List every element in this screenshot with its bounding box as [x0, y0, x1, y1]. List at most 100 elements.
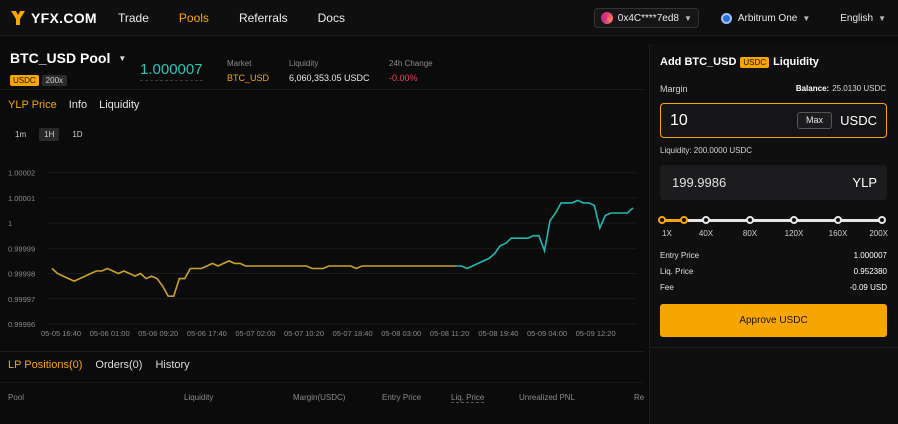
timeframe-1m[interactable]: 1m: [15, 130, 27, 139]
tab-orders[interactable]: Orders(0): [95, 359, 143, 371]
wallet-button[interactable]: 0x4C****7ed8 ▼: [593, 8, 699, 28]
y-tick-label: 1: [8, 219, 12, 228]
leverage-label: 120X: [784, 229, 804, 238]
tab-ylp-price[interactable]: YLP Price: [8, 99, 57, 111]
chevron-down-icon: ▼: [118, 53, 127, 63]
x-tick-label: 05-06 17:40: [187, 329, 227, 338]
margin-unit: USDC: [840, 113, 877, 128]
fee-value: -0.09 USD: [849, 283, 887, 292]
margin-input-box: Max USDC: [660, 103, 887, 138]
title-prefix: Add BTC_USD: [660, 56, 737, 68]
x-tick-label: 05-09 12:20: [576, 329, 616, 338]
wallet-address: 0x4C****7ed8: [617, 12, 679, 24]
language-name: English: [840, 12, 874, 24]
leverage-labels: 1X 40X 80X 120X 160X 200X: [660, 229, 888, 239]
stat-market: Market BTC_USD: [227, 59, 269, 83]
nav-referrals[interactable]: Referrals: [238, 10, 288, 25]
col-unrealized-pnl: Unrealized PNL: [519, 393, 576, 402]
x-tick-label: 05-06 09:20: [138, 329, 178, 338]
tab-history[interactable]: History: [155, 359, 190, 371]
leverage-slider-fill: [662, 219, 684, 222]
pool-header: BTC_USD Pool ▼ USDC 200x 1.000007 Market…: [0, 44, 644, 90]
x-tick-label: 05-08 19:40: [478, 329, 518, 338]
stat-change-label: 24h Change: [389, 59, 433, 68]
timeframe-1h[interactable]: 1H: [39, 128, 60, 141]
title-token-badge: USDC: [740, 56, 770, 68]
nav-pools[interactable]: Pools: [178, 10, 209, 25]
col-pool: Pool: [8, 393, 25, 402]
tab-lp-positions[interactable]: LP Positions(0): [8, 359, 83, 371]
leverage-slider[interactable]: [658, 216, 886, 224]
col-truncated: Re: [634, 393, 645, 402]
leverage-stop[interactable]: [834, 216, 842, 224]
yfx-logo-icon: [10, 10, 26, 26]
x-tick-label: 05-05 16:40: [41, 329, 81, 338]
network-selector[interactable]: Arbitrum One ▼: [720, 12, 811, 24]
nav-trade[interactable]: Trade: [118, 10, 149, 25]
add-liquidity-title: Add BTC_USD USDC Liquidity: [660, 56, 819, 68]
balance-label: Balance:: [795, 84, 830, 93]
stat-change-value: -0.00%: [389, 73, 418, 83]
y-tick-label: 1.00001: [8, 194, 35, 203]
x-tick-label: 05-07 10:20: [284, 329, 324, 338]
balance: Balance: 25.0130 USDC: [796, 84, 886, 93]
stat-liquidity: Liquidity 6,060,353.05 USDC: [289, 59, 370, 83]
tab-info[interactable]: Info: [68, 99, 88, 111]
fee-row: Fee -0.09 USD: [660, 283, 887, 292]
approve-button[interactable]: Approve USDC: [660, 304, 887, 337]
entry-price-value: 1.000007: [853, 251, 887, 260]
nav-docs[interactable]: Docs: [317, 10, 345, 25]
col-margin: Margin(USDC): [293, 393, 346, 402]
leverage-stop[interactable]: [658, 216, 666, 224]
leverage-label: 160X: [828, 229, 848, 238]
positions-tabs: LP Positions(0) Orders(0) History: [8, 359, 203, 371]
token-badge: USDC: [10, 75, 39, 86]
x-tick-label: 05-09 04:00: [527, 329, 567, 338]
wallet-avatar-icon: [600, 12, 613, 24]
nav-links: Trade Pools Referrals Docs: [118, 11, 375, 25]
timeframe-1d[interactable]: 1D: [72, 130, 83, 139]
chart-tabs: YLP Price Info Liquidity: [0, 94, 644, 116]
col-entry-price: Entry Price: [382, 393, 422, 402]
leverage-stop[interactable]: [702, 216, 710, 224]
y-tick-label: 0.99996: [8, 320, 35, 329]
leverage-stop[interactable]: [790, 216, 798, 224]
tab-liquidity[interactable]: Liquidity: [99, 99, 140, 111]
col-liquidity: Liquidity: [184, 393, 214, 402]
leverage-handle[interactable]: [680, 216, 688, 224]
pool-selector[interactable]: BTC_USD Pool ▼: [10, 50, 126, 66]
logo[interactable]: YFX.COM: [10, 10, 110, 26]
arbitrum-icon: [720, 12, 732, 24]
entry-price-row: Entry Price 1.000007: [660, 251, 887, 260]
positions-panel: LP Positions(0) Orders(0) History Pool L…: [0, 351, 644, 424]
top-navbar: YFX.COM Trade Pools Referrals Docs 0x4C*…: [0, 0, 898, 36]
price-line-up: [455, 199, 634, 270]
x-tick-label: 05-06 01:00: [90, 329, 130, 338]
ylp-unit: YLP: [852, 175, 877, 190]
ylp-value: 199.9986: [672, 175, 727, 190]
logo-text: YFX.COM: [31, 9, 97, 26]
ylp-price-chart: 1.00002 1.00001 1 0.99999 0.99998 0.99997 0.99…: [8, 169, 636, 338]
liq-price-row: Liq. Price 0.952380: [660, 267, 887, 276]
leverage-stop[interactable]: [746, 216, 754, 224]
pool-price: 1.000007: [140, 61, 203, 81]
leverage-label: 80X: [742, 229, 758, 238]
col-liq-price[interactable]: Liq. Price: [451, 393, 485, 403]
chevron-down-icon: ▼: [802, 13, 811, 23]
stat-liquidity-label: Liquidity: [289, 59, 319, 68]
max-button[interactable]: Max: [797, 112, 832, 129]
y-tick-label: 0.99997: [8, 295, 35, 304]
leverage-label: 1X: [662, 229, 672, 238]
entry-price-label: Entry Price: [660, 251, 700, 260]
pool-main-panel: BTC_USD Pool ▼ USDC 200x 1.000007 Market…: [0, 38, 644, 424]
leverage-label: 200X: [869, 229, 888, 238]
x-tick-label: 05-07 18:40: [333, 329, 373, 338]
leverage-stop[interactable]: [878, 216, 886, 224]
language-selector[interactable]: English ▼: [840, 13, 886, 24]
margin-input[interactable]: [670, 110, 780, 132]
nav-right: 0x4C****7ed8 ▼ Arbitrum One ▼ English ▼: [593, 0, 886, 36]
price-line-down: [51, 260, 456, 297]
stat-liquidity-value: 6,060,353.05 USDC: [289, 73, 370, 83]
divider: [650, 347, 898, 348]
chevron-down-icon: ▼: [878, 13, 886, 23]
